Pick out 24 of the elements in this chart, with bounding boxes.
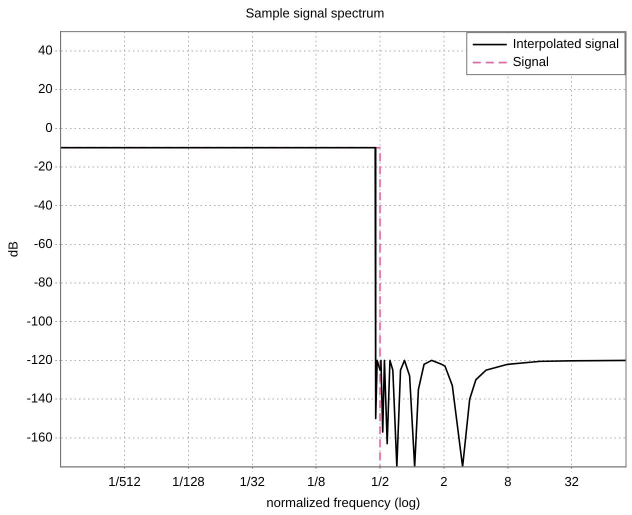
y-tick-label: 20	[38, 81, 53, 96]
y-tick-label: -20	[34, 158, 53, 174]
x-tick-label: 1/2	[370, 474, 390, 490]
y-tick-label: -160	[26, 429, 53, 444]
x-tick-label: 1/128	[172, 474, 205, 490]
legend-label: Interpolated signal	[512, 36, 620, 52]
y-tick-label: -100	[26, 313, 53, 328]
y-axis-title: dB	[5, 241, 20, 258]
y-tick-label: -120	[26, 352, 53, 367]
x-tick-label: 1/8	[307, 474, 326, 490]
y-tick-label: -80	[34, 274, 53, 290]
chart-title: Sample signal spectrum	[246, 5, 384, 20]
y-tick-label: 40	[38, 42, 53, 58]
y-tick-label: -40	[34, 197, 53, 212]
x-tick-label: 2	[440, 474, 448, 490]
x-tick-label: 1/32	[240, 474, 265, 490]
y-tick-label: -140	[26, 390, 53, 406]
x-axis-title: normalized frequency (log)	[266, 494, 420, 510]
x-tick-label: 1/512	[108, 474, 141, 490]
y-tick-label: -60	[34, 236, 53, 251]
x-tick-label: 8	[504, 474, 512, 490]
y-tick-label: 0	[45, 120, 53, 135]
legend-label: Signal	[512, 54, 550, 70]
x-tick-label: 32	[564, 474, 579, 490]
